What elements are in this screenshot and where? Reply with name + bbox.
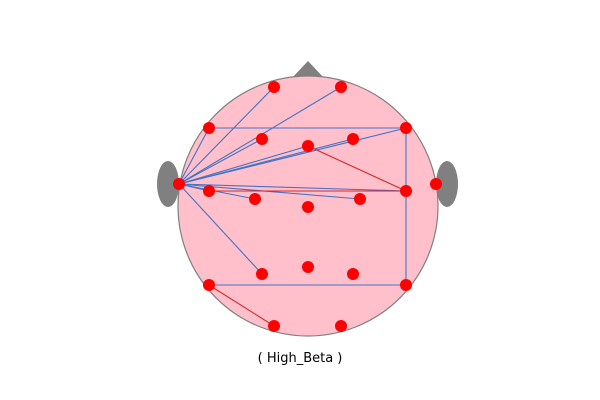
electrode-temporal-right bbox=[400, 185, 412, 197]
electrode-parietal-mid-right bbox=[347, 268, 359, 280]
connection-left-temporal-to-frontal-left bbox=[178, 86, 275, 185]
connection-left-temporal-to-frontal-center bbox=[178, 145, 309, 185]
electrode-parietal-mid-left bbox=[256, 268, 268, 280]
electrode-frontal-lateral-right bbox=[400, 122, 412, 134]
left-ear bbox=[157, 161, 179, 207]
electrode-frontal-right bbox=[335, 81, 347, 93]
electrode-frontal-mid-left bbox=[256, 133, 268, 145]
electrode-central-center bbox=[302, 201, 314, 213]
electrode-occipital-left bbox=[268, 320, 280, 332]
electrode-frontal-left bbox=[268, 81, 280, 93]
electrode-parietal-center bbox=[302, 261, 314, 273]
band-caption: ( High_Beta ) bbox=[257, 351, 343, 366]
electrode-parietal-lateral-right bbox=[400, 279, 412, 291]
electrode-left-temporal bbox=[173, 178, 185, 190]
connection-left-temporal-to-frontal-lateral-right bbox=[178, 127, 407, 185]
right-ear bbox=[436, 161, 458, 207]
electrode-occipital-right bbox=[335, 320, 347, 332]
electrode-central-mid-left bbox=[249, 193, 261, 205]
connection-frontal-center-to-temporal-right bbox=[307, 145, 407, 192]
connection-left-temporal-to-frontal-mid-left bbox=[178, 138, 263, 185]
nose bbox=[292, 61, 324, 78]
electrode-frontal-lateral-left bbox=[203, 122, 215, 134]
electrodes bbox=[173, 81, 442, 332]
head-group bbox=[157, 61, 458, 337]
electrode-central-mid-right bbox=[354, 193, 366, 205]
electrode-central-left bbox=[203, 185, 215, 197]
connection-left-temporal-to-temporal-right bbox=[178, 183, 407, 192]
electrode-right-temporal-outer bbox=[430, 178, 442, 190]
electrode-frontal-center bbox=[302, 140, 314, 152]
electrode-frontal-mid-right bbox=[347, 133, 359, 145]
connection-left-temporal-to-parietal-mid-left bbox=[178, 183, 263, 275]
connection-left-temporal-to-frontal-lateral-left bbox=[178, 127, 210, 185]
connection-parietal-lateral-left-to-occipital-left bbox=[208, 284, 275, 327]
electrode-parietal-lateral-left bbox=[203, 279, 215, 291]
